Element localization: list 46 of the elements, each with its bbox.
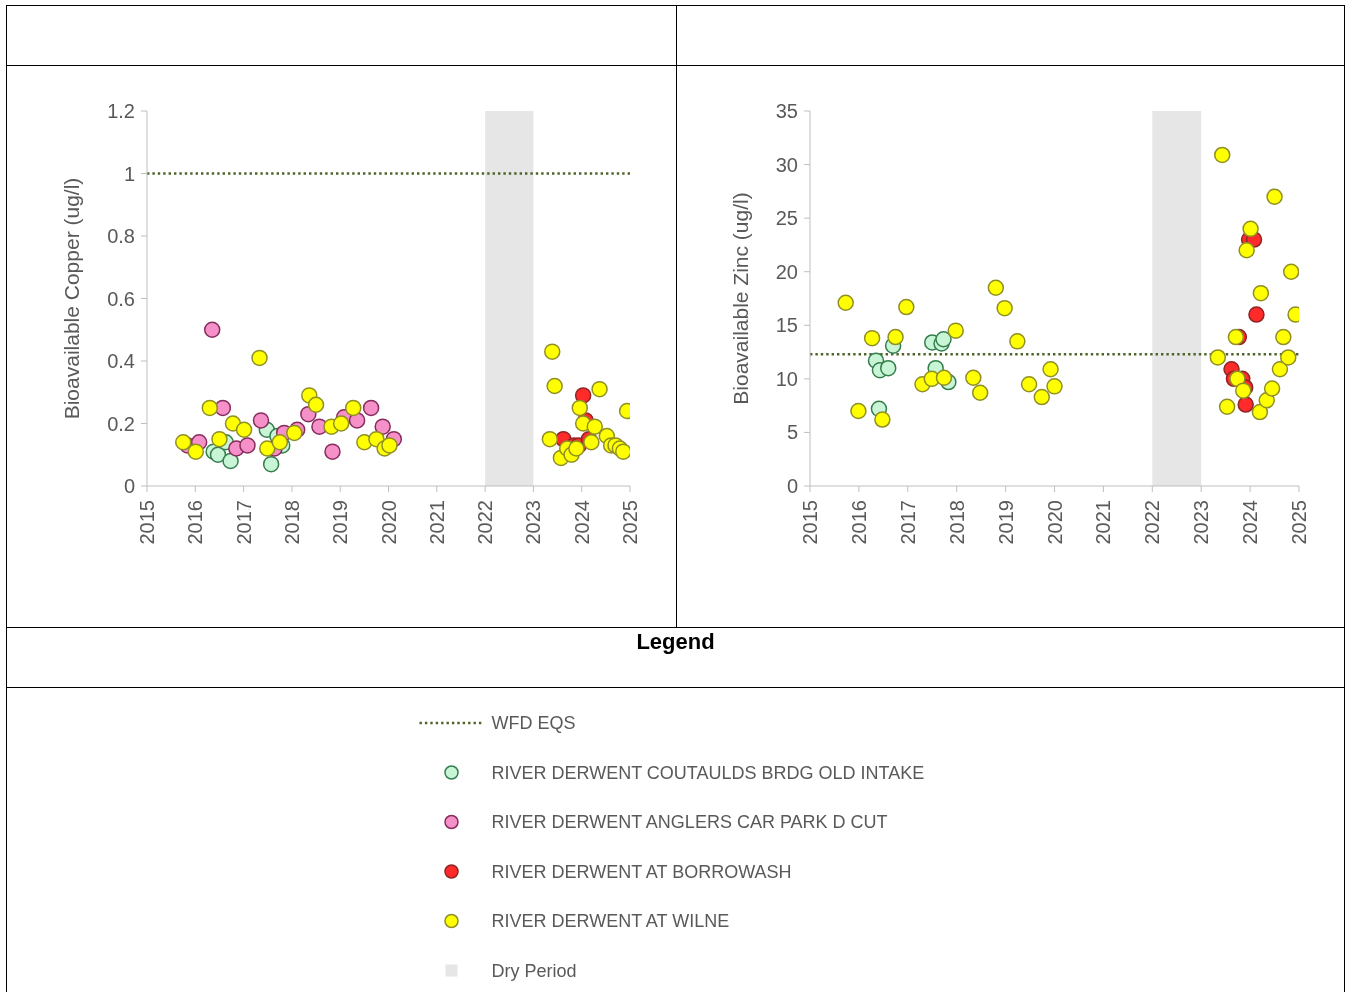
- x-tick-label: 2017: [896, 500, 919, 545]
- x-tick-label: 2018: [945, 500, 968, 545]
- x-tick-label: 2017: [232, 500, 255, 545]
- y-tick-label: 0.8: [107, 225, 135, 247]
- x-tick-label: 2021: [425, 500, 448, 545]
- x-tick-label: 2015: [799, 500, 821, 545]
- legend-label: Dry Period: [491, 960, 577, 981]
- y-tick-label: 15: [775, 314, 798, 337]
- y-tick-label: 0.6: [107, 287, 135, 310]
- y-tick-label: 5: [786, 421, 798, 444]
- y-tick-label: 10: [775, 367, 798, 390]
- x-tick-label: 2019: [329, 500, 352, 545]
- x-tick-label: 2015: [136, 500, 158, 545]
- x-tick-label: 2020: [377, 500, 400, 545]
- x-tick-label: 2025: [619, 500, 641, 545]
- legend-label: RIVER DERWENT AT WILNE: [491, 911, 730, 931]
- x-tick-label: 2016: [847, 500, 870, 545]
- legend-label: RIVER DERWENT COUTAULDS BRDG OLD INTAKE: [491, 762, 925, 783]
- legend-label: RIVER DERWENT ANGLERS CAR PARK D CUT: [491, 812, 888, 832]
- legend-title: Legend: [635, 628, 716, 656]
- x-tick-label: 2021: [1092, 500, 1115, 545]
- x-tick-label: 2020: [1043, 500, 1066, 545]
- x-tick-label: 2019: [994, 500, 1017, 545]
- x-tick-label: 2023: [522, 500, 545, 545]
- x-tick-label: 2023: [1190, 500, 1213, 545]
- x-tick-label: 2024: [1239, 500, 1262, 545]
- y-tick-label: 0.4: [107, 350, 135, 372]
- x-tick-label: 2022: [474, 500, 497, 545]
- legend-label: RIVER DERWENT AT BORROWASH: [491, 861, 792, 882]
- x-tick-label: 2022: [1141, 500, 1164, 545]
- y-tick-label: 1.2: [107, 100, 135, 122]
- x-tick-label: 2016: [184, 500, 207, 545]
- y-axis-title: Bioavailable Zinc (ug/l): [728, 192, 752, 405]
- y-tick-label: 35: [775, 100, 798, 122]
- legend-label: WFD EQS: [491, 713, 576, 733]
- y-tick-label: 20: [775, 260, 798, 283]
- x-tick-label: 2024: [570, 500, 593, 545]
- y-tick-label: 25: [775, 207, 798, 230]
- y-tick-label: 0: [786, 475, 798, 497]
- y-tick-label: 1: [123, 162, 135, 185]
- y-tick-label: 30: [775, 153, 798, 176]
- x-tick-label: 2025: [1288, 500, 1310, 545]
- y-tick-label: 0.2: [107, 412, 135, 435]
- y-tick-label: 0: [123, 475, 135, 497]
- x-tick-label: 2018: [280, 500, 303, 545]
- y-axis-title: Bioavailable Copper (ug/l): [59, 177, 83, 420]
